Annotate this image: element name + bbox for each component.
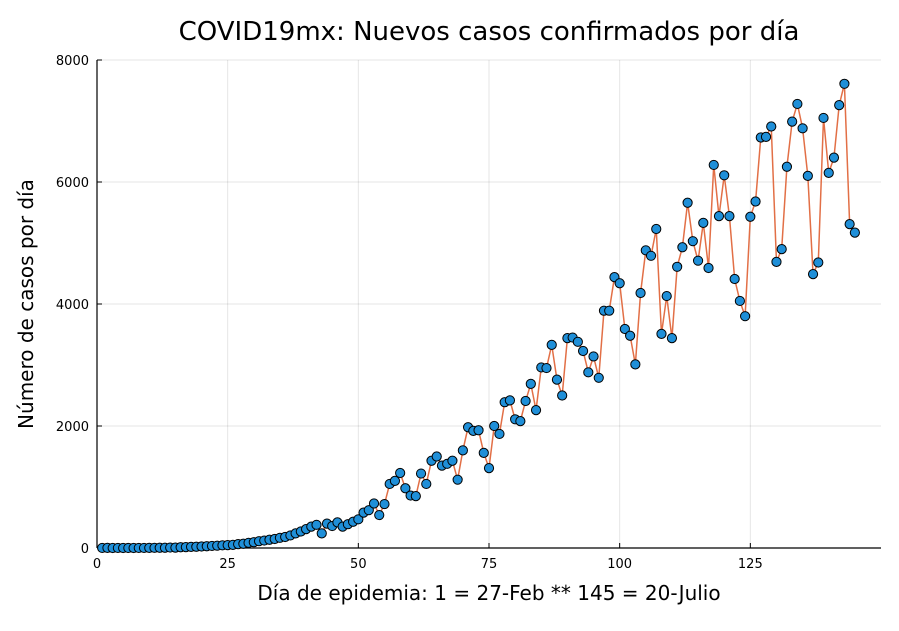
chart-title: COVID19mx: Nuevos casos confirmados por …: [179, 17, 800, 47]
data-point: [478, 447, 489, 458]
data-point: [703, 262, 714, 274]
data-point: [849, 227, 860, 238]
data-point: [677, 242, 688, 253]
data-point: [692, 255, 704, 266]
x-tick-label: 100: [607, 557, 632, 572]
data-point: [844, 218, 855, 230]
data-point: [713, 211, 725, 222]
data-point: [614, 278, 625, 289]
y-tick-label: 6000: [56, 176, 89, 191]
data-point: [771, 256, 782, 268]
data-point: [635, 287, 646, 299]
data-point: [781, 161, 793, 172]
series-cases: [97, 78, 860, 554]
data-point: [504, 395, 516, 406]
data-point: [818, 112, 829, 124]
data-point: [557, 390, 568, 401]
y-tick-label: 2000: [56, 420, 89, 435]
data-point: [828, 152, 840, 163]
data-point: [661, 290, 672, 302]
data-point: [802, 170, 813, 181]
data-point: [551, 374, 563, 385]
data-point: [389, 475, 401, 486]
data-point: [672, 261, 683, 272]
data-point: [630, 359, 641, 370]
data-point: [645, 250, 657, 261]
data-point: [698, 217, 709, 228]
data-point: [776, 244, 787, 255]
data-point: [311, 519, 322, 530]
data-point: [619, 323, 630, 335]
data-point: [823, 167, 834, 178]
data-point: [797, 123, 808, 134]
data-point: [421, 478, 432, 490]
data-point: [656, 328, 667, 339]
data-point: [734, 295, 745, 307]
data-point: [839, 78, 850, 89]
data-point: [760, 131, 772, 142]
data-point: [452, 474, 463, 485]
data-point: [530, 405, 542, 416]
data-point: [719, 170, 730, 181]
data-point: [483, 462, 495, 474]
data-point: [363, 505, 374, 516]
data-point: [729, 273, 740, 285]
data-point: [457, 445, 468, 456]
data-point: [520, 395, 531, 407]
x-tick-label: 125: [738, 557, 763, 572]
data-point: [604, 305, 615, 316]
data-point: [515, 416, 526, 427]
y-tick-label: 0: [81, 542, 89, 557]
data-point: [625, 330, 636, 341]
data-point: [745, 211, 756, 222]
y-tick-label: 4000: [56, 298, 89, 313]
data-point: [583, 367, 594, 378]
data-point: [787, 116, 798, 127]
data-point: [368, 498, 380, 509]
data-point: [807, 269, 819, 280]
data-point: [687, 236, 698, 247]
data-point: [740, 311, 751, 322]
data-point: [666, 333, 678, 344]
x-tick-label: 0: [93, 557, 101, 572]
y-tick-label: 8000: [56, 54, 89, 69]
tick-labels: 0 25 50 75 100 125 0 2000 4000 6000 8000: [56, 54, 763, 572]
data-point: [525, 378, 536, 390]
data-point: [415, 468, 427, 479]
data-point: [447, 455, 458, 466]
data-point: [682, 197, 693, 208]
data-point: [724, 211, 735, 222]
data-point: [473, 425, 484, 436]
data-point: [316, 528, 327, 539]
x-tick-label: 25: [219, 557, 236, 572]
data-point: [400, 483, 411, 494]
data-point: [577, 345, 589, 357]
data-point: [708, 159, 719, 171]
data-point: [489, 420, 500, 432]
data-point: [410, 491, 421, 502]
data-point: [395, 467, 406, 479]
data-point: [353, 514, 364, 525]
data-point: [813, 257, 824, 268]
data-point: [834, 100, 845, 111]
data-point: [541, 362, 552, 374]
data-point: [750, 196, 761, 207]
y-axis-label: Número de casos por día: [14, 179, 38, 429]
x-axis-label: Día de epidemia: 1 = 27-Feb ** 145 = 20-…: [257, 581, 720, 605]
data-point: [379, 498, 390, 510]
data-point: [766, 121, 777, 132]
data-point: [593, 372, 604, 383]
data-point: [494, 428, 505, 440]
data-point: [374, 509, 385, 521]
data-point: [431, 451, 442, 462]
x-tick-label: 50: [350, 557, 367, 572]
data-point: [546, 339, 557, 350]
data-point: [588, 351, 599, 362]
data-point: [651, 223, 662, 235]
data-point: [792, 98, 803, 110]
data-point: [572, 336, 583, 347]
x-tick-label: 75: [481, 557, 498, 572]
